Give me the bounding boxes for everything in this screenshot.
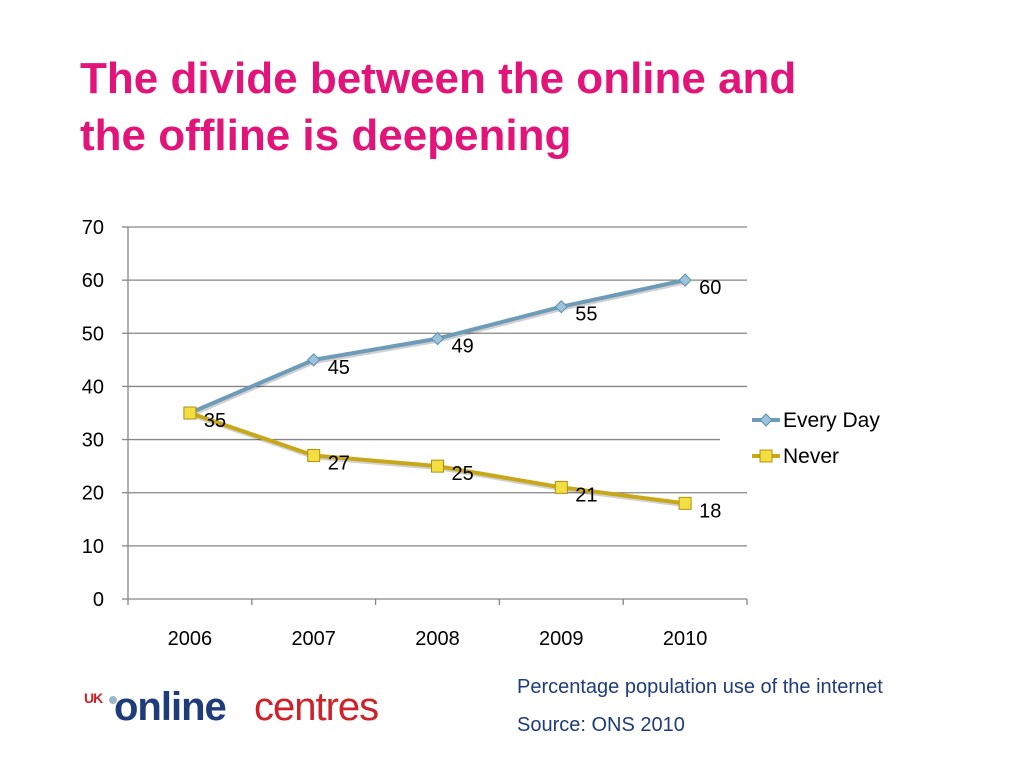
data-point bbox=[554, 480, 568, 494]
data-point bbox=[554, 300, 569, 314]
slide-title: The divide between the online and the of… bbox=[80, 50, 960, 164]
series-line-shadow bbox=[190, 280, 687, 417]
y-tick-label: 70 bbox=[82, 217, 104, 239]
data-point bbox=[678, 273, 692, 287]
x-tick-label: 2009 bbox=[539, 628, 584, 650]
data-label: 60 bbox=[699, 277, 721, 299]
series: 45 49 55 60 35 27 25 21 18 bbox=[183, 273, 721, 522]
data-label: 55 bbox=[575, 304, 597, 326]
y-tick-label: 50 bbox=[82, 323, 104, 345]
data-label: 25 bbox=[452, 463, 474, 485]
y-tick-label: 40 bbox=[82, 376, 104, 398]
legend-marker bbox=[759, 413, 773, 427]
legend: Every Day Never bbox=[752, 409, 880, 468]
data-point bbox=[183, 406, 197, 420]
legend-marker bbox=[759, 449, 773, 463]
data-label: 18 bbox=[699, 500, 721, 522]
slide-title-line-2: the offline is deepening bbox=[80, 111, 572, 160]
data-point bbox=[678, 496, 692, 510]
x-tick-label: 2006 bbox=[168, 628, 213, 650]
legend-label: Never bbox=[783, 445, 839, 468]
logo-uk-text: UK bbox=[84, 690, 103, 706]
data-point bbox=[307, 449, 321, 463]
data-point bbox=[430, 331, 445, 346]
data-point bbox=[306, 353, 321, 367]
series-line-never bbox=[189, 411, 686, 506]
y-tick-label: 0 bbox=[93, 589, 104, 611]
logo-dot-icon bbox=[109, 696, 117, 704]
x-tick-label: 2008 bbox=[415, 628, 460, 650]
logo-online-text: online bbox=[114, 685, 227, 729]
legend-label: Every Day bbox=[783, 409, 880, 432]
gridlines bbox=[128, 226, 747, 547]
y-tick-label: 60 bbox=[82, 270, 104, 292]
chart-caption: Percentage population use of the interne… bbox=[517, 676, 883, 698]
y-tick-label: 20 bbox=[82, 483, 104, 505]
data-label: 35 bbox=[204, 410, 226, 432]
x-tick-label: 2010 bbox=[663, 628, 708, 650]
data-label: 27 bbox=[328, 453, 350, 475]
data-point bbox=[431, 459, 444, 473]
slide-title-line-1: The divide between the online and bbox=[80, 54, 797, 103]
data-label: 45 bbox=[328, 357, 350, 379]
data-label: 21 bbox=[575, 484, 597, 506]
y-tick-label: 30 bbox=[82, 430, 104, 452]
logo-centres-text: centres bbox=[254, 685, 379, 729]
data-label: 49 bbox=[452, 336, 474, 358]
source-note: Source: ONS 2010 bbox=[517, 714, 685, 736]
x-tick-label: 2007 bbox=[291, 628, 336, 650]
axes: 0 10 20 30 40 50 60 70 2006 2007 2008 2009 2010 bbox=[82, 217, 748, 650]
y-tick-label: 10 bbox=[82, 536, 104, 558]
